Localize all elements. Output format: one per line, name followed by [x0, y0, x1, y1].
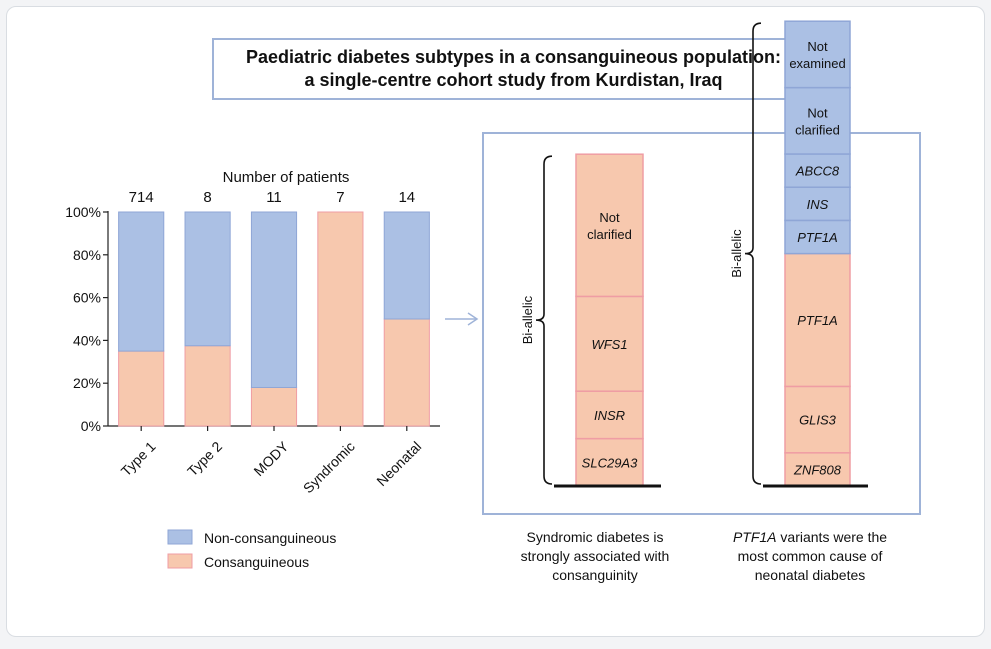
- bar-non-consanguineous: [184, 211, 231, 347]
- bracket-label: Monoallelic: [708, 0, 774, 3]
- gene-segment-not-clarified: [784, 86, 851, 155]
- legend-label: Non-consanguineous: [204, 530, 336, 546]
- gene-segment-ptf1a: [784, 252, 851, 388]
- neonatal-caption-line-1-text: variants were the: [776, 529, 888, 545]
- neonatal-caption-line-3: neonatal diabetes: [754, 567, 866, 583]
- bar-non-consanguineous: [118, 211, 165, 352]
- gene-segment-label: INS: [807, 197, 829, 212]
- gene-segment-slc29a3: [575, 437, 644, 487]
- legend-label: Consanguineous: [204, 554, 309, 570]
- gene-segment-label: WFS1: [591, 337, 627, 352]
- y-tick-label: 20%: [73, 375, 101, 391]
- gene-segment-label: GLIS3: [799, 413, 837, 428]
- bracket-label: Bi-allelic: [729, 229, 744, 278]
- y-tick-label: 60%: [73, 290, 101, 306]
- gene-segment-label: clarified: [795, 122, 840, 137]
- bar-consanguineous: [184, 345, 231, 427]
- patient-count-label: 14: [398, 189, 415, 206]
- bracket-label: Bi-allelic: [520, 295, 535, 344]
- patient-count-label: 7: [336, 189, 344, 206]
- patient-count-label: 714: [129, 189, 154, 206]
- bar-consanguineous: [250, 386, 298, 427]
- bar-non-consanguineous: [250, 211, 298, 388]
- syndromic-caption-line-3: consanguinity: [552, 567, 638, 583]
- gene-segment-label: PTF1A: [797, 230, 837, 245]
- x-tick-label: Syndromic: [300, 438, 358, 496]
- y-tick-label: 0%: [81, 418, 101, 434]
- neonatal-caption-gene: PTF1A: [732, 529, 777, 545]
- neonatal-caption-line-1: PTF1A variants were the: [690, 528, 930, 547]
- gene-segment-insr: [575, 390, 644, 440]
- gene-segment-label: Not: [599, 210, 620, 225]
- gene-segment-glis3: [784, 385, 851, 454]
- gene-segment-label: Not: [807, 39, 828, 54]
- bar-consanguineous: [383, 318, 430, 427]
- y-tick-label: 40%: [73, 332, 101, 348]
- neonatal-caption: PTF1A variants were the most common caus…: [690, 528, 930, 585]
- syndromic-caption: Syndromic diabetes is strongly associate…: [490, 528, 700, 585]
- gene-panel-frame: [482, 132, 921, 515]
- legend-swatch-consanguineous: [167, 553, 193, 569]
- gene-segment-label: examined: [789, 56, 845, 71]
- gene-segment-not-examined: [784, 20, 851, 89]
- gene-segment-label: Not: [807, 105, 828, 120]
- bar-consanguineous: [118, 350, 165, 427]
- y-tick-label: 100%: [65, 204, 101, 220]
- bracket-bi-allelic: [744, 22, 762, 485]
- gene-segment-label: PTF1A: [797, 313, 837, 328]
- connector-arrow-head: [467, 312, 479, 326]
- title-line-2: a single-centre cohort study from Kurdis…: [304, 70, 723, 90]
- neonatal-caption-line-2: most common cause of: [737, 548, 883, 564]
- title-line-1: Paediatric diabetes subtypes in a consan…: [245, 47, 782, 67]
- y-tick-label: 80%: [73, 247, 101, 263]
- syndromic-caption-line-1: Syndromic diabetes is: [526, 529, 664, 545]
- gene-segment-not-clarified: [575, 153, 644, 298]
- x-tick-label: Type 2: [184, 438, 225, 479]
- gene-segment-label: INSR: [594, 408, 625, 423]
- patient-count-label: 8: [203, 189, 211, 206]
- syndromic-caption-line-2: strongly associated with: [520, 548, 670, 564]
- bar-consanguineous: [317, 211, 364, 427]
- gene-segment-label: clarified: [587, 227, 632, 242]
- patient-count-label: 11: [266, 189, 282, 206]
- gene-segment-label: ABCC8: [795, 164, 840, 179]
- bar-non-consanguineous: [383, 211, 430, 320]
- x-tick-label: Type 1: [118, 438, 159, 479]
- title-box: Paediatric diabetes subtypes in a consan…: [212, 38, 815, 100]
- gene-segment-label: ZNF808: [793, 462, 842, 477]
- x-tick-label: Neonatal: [373, 438, 424, 489]
- gene-segment-label: SLC29A3: [582, 455, 638, 470]
- bracket-bi-allelic: [535, 155, 553, 485]
- legend-swatch-non-consanguineous: [167, 529, 193, 545]
- x-tick-label: MODY: [250, 438, 291, 479]
- chart-title: Number of patients: [223, 169, 350, 186]
- gene-segment-wfs1: [575, 295, 644, 392]
